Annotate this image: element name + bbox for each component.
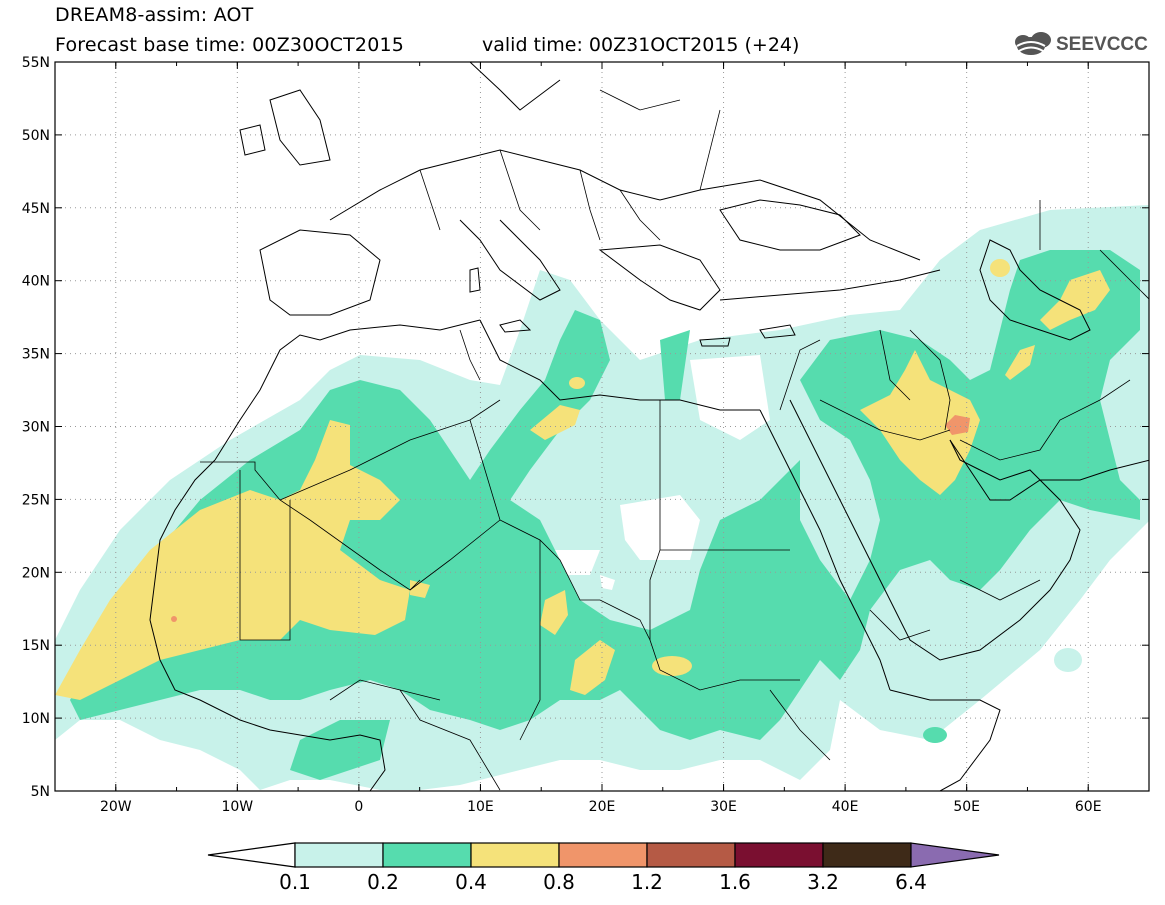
longitude-labels: 20W 10W 0 10E 20E 30E 40E 50E 60E (100, 799, 1102, 815)
colorbar-level-label: 0.4 (455, 870, 487, 894)
lon-label: 10E (467, 799, 494, 815)
lat-label: 30N (22, 420, 50, 436)
aot-band-0.4 (55, 259, 1110, 700)
colorbar-legend: 0.1 0.2 0.4 0.8 1.2 1.6 3.2 6.4 (207, 842, 1000, 894)
lon-label: 50E (953, 799, 980, 815)
colorbar-low-arrow (207, 842, 296, 868)
coastlines (149, 62, 1149, 791)
lat-label: 40N (22, 274, 50, 290)
colorbar-swatch (822, 842, 912, 868)
latitude-labels: 55N 50N 45N 40N 35N 30N 25N 20N 15N 10N 5N (22, 55, 50, 800)
lat-label: 15N (22, 638, 50, 654)
seevccc-logo: SEEVCCC (1015, 32, 1148, 55)
lat-label: 55N (22, 55, 50, 71)
colorbar-swatch (382, 842, 472, 868)
country-borders (200, 89, 1149, 791)
lon-label: 20E (589, 799, 616, 815)
map-title: DREAM8-assim: AOT (55, 4, 254, 26)
lon-label: 10W (221, 799, 253, 815)
colorbar-level-label: 0.8 (543, 870, 575, 894)
colorbar-level-label: 0.1 (279, 870, 311, 894)
lon-label: 60E (1075, 799, 1102, 815)
lon-label: 30E (710, 799, 737, 815)
lat-label: 45N (22, 201, 50, 217)
colorbar-high-arrow (910, 842, 1000, 868)
lat-label: 35N (22, 347, 50, 363)
lat-label: 25N (22, 492, 50, 508)
colorbar-swatch (470, 842, 560, 868)
lon-label: 40E (832, 799, 859, 815)
valid-time: valid time: 00Z31OCT2015 (+24) (482, 34, 800, 56)
cloud-icon (1015, 32, 1051, 55)
aot-band-0.8 (171, 415, 970, 622)
axis-ticks (54, 61, 1150, 792)
colorbar-level-label: 1.2 (631, 870, 663, 894)
colorbar-level-label: 6.4 (895, 870, 927, 894)
lon-label: 20W (100, 799, 132, 815)
lat-label: 5N (31, 784, 50, 800)
base-time: Forecast base time: 00Z30OCT2015 (55, 34, 405, 56)
svg-text:SEEVCCC: SEEVCCC (1056, 34, 1148, 55)
colorbar-level-label: 1.6 (719, 870, 751, 894)
lon-label: 0 (354, 799, 363, 815)
colorbar-level-label: 0.2 (367, 870, 399, 894)
colorbar-swatch (294, 842, 384, 868)
colorbar-level-label: 3.2 (807, 870, 839, 894)
lat-label: 20N (22, 565, 50, 581)
colorbar-swatch (734, 842, 824, 868)
lat-label: 10N (22, 711, 50, 727)
colorbar-swatch (558, 842, 648, 868)
lat-label: 50N (22, 128, 50, 144)
colorbar-swatch (646, 842, 736, 868)
